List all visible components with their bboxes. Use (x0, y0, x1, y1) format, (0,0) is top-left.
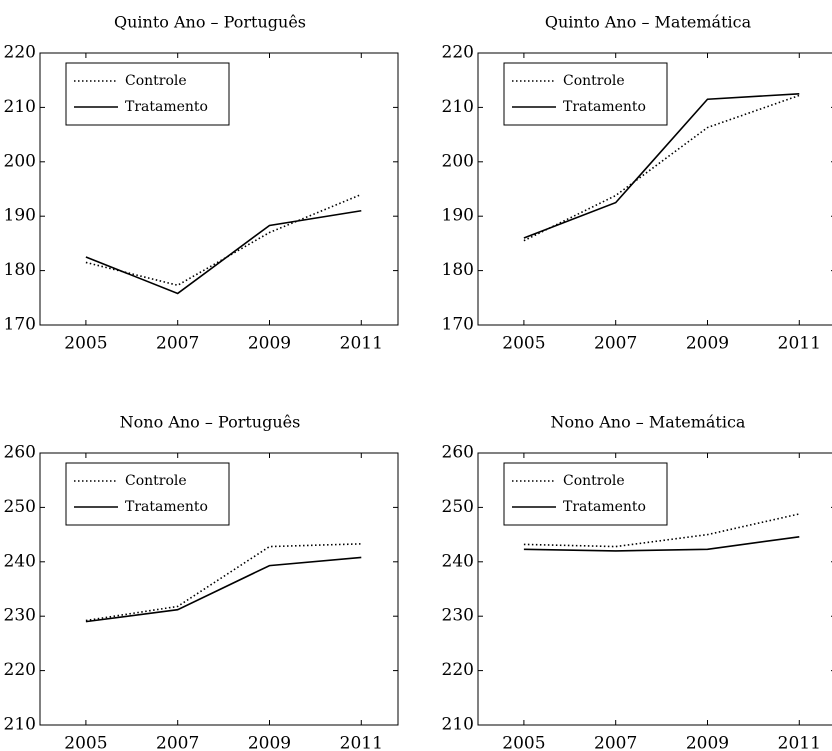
x-tick-label: 2007 (594, 734, 637, 751)
y-tick-label: 180 (4, 260, 36, 280)
series-line (85, 209, 362, 295)
legend-box (503, 462, 668, 526)
x-tick-label: 2011 (778, 734, 821, 751)
y-tick-label: 230 (442, 606, 474, 626)
x-tick-label: 2009 (686, 734, 729, 751)
y-tick-label: 220 (4, 660, 36, 680)
plot-frame (39, 52, 399, 326)
legend-label: Tratamento (125, 99, 208, 115)
legend-label: Controle (125, 473, 187, 489)
y-tick-label: 210 (442, 715, 474, 735)
y-tick-label: 250 (442, 497, 474, 517)
series-line (523, 94, 800, 242)
series-line (85, 543, 362, 622)
y-tick-label: 260 (442, 443, 474, 463)
series-line (523, 535, 800, 552)
legend-label: Tratamento (125, 499, 208, 515)
x-tick-label: 2011 (340, 334, 383, 354)
x-tick-label: 2011 (340, 734, 383, 751)
legend-label: Controle (125, 73, 187, 89)
series-line (85, 193, 362, 287)
y-tick-label: 240 (442, 551, 474, 571)
x-tick-label: 2011 (778, 334, 821, 354)
x-tick-label: 2005 (502, 334, 545, 354)
x-tick-label: 2005 (64, 734, 107, 751)
chart-title: Nono Ano – Matemática (551, 413, 746, 432)
legend-label: Tratamento (563, 499, 646, 515)
y-tick-label: 260 (4, 443, 36, 463)
legend-box (65, 462, 230, 526)
x-tick-label: 2005 (502, 734, 545, 751)
y-tick-label: 190 (442, 206, 474, 226)
y-tick-label: 210 (4, 715, 36, 735)
x-tick-label: 2009 (248, 334, 291, 354)
legend-label: Controle (563, 73, 625, 89)
y-tick-label: 190 (4, 206, 36, 226)
y-tick-label: 220 (442, 660, 474, 680)
y-tick-label: 240 (4, 551, 36, 571)
y-tick-label: 220 (442, 43, 474, 63)
x-tick-label: 2009 (686, 334, 729, 354)
x-tick-label: 2009 (248, 734, 291, 751)
plot-frame (477, 52, 832, 326)
legend-label: Tratamento (563, 99, 646, 115)
legend-label: Controle (563, 473, 625, 489)
y-tick-label: 200 (4, 151, 36, 171)
series-line (523, 93, 800, 239)
x-tick-label: 2005 (64, 334, 107, 354)
x-tick-label: 2007 (594, 334, 637, 354)
y-tick-label: 170 (4, 315, 36, 335)
y-tick-label: 210 (4, 97, 36, 117)
legend-box (65, 62, 230, 126)
y-tick-label: 200 (442, 151, 474, 171)
y-tick-label: 180 (442, 260, 474, 280)
x-tick-label: 2007 (156, 334, 199, 354)
series-line (85, 556, 362, 623)
y-tick-label: 170 (442, 315, 474, 335)
chart-title: Quinto Ano – Matemática (545, 13, 752, 32)
chart-title: Nono Ano – Português (120, 413, 301, 432)
chart-title: Quinto Ano – Português (114, 13, 306, 32)
y-tick-label: 250 (4, 497, 36, 517)
y-tick-label: 210 (442, 97, 474, 117)
x-tick-label: 2007 (156, 734, 199, 751)
y-tick-label: 230 (4, 606, 36, 626)
legend-box (503, 62, 668, 126)
plot-frame (477, 452, 832, 726)
plot-frame (39, 452, 399, 726)
y-tick-label: 220 (4, 43, 36, 63)
